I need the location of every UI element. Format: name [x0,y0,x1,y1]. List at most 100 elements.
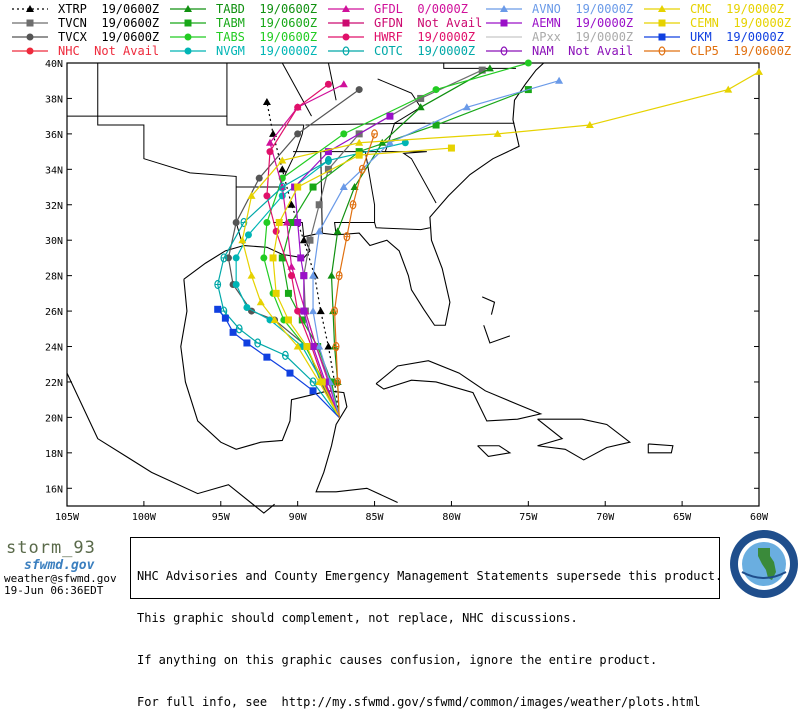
legend-marker [500,46,508,56]
legend-label: AEMN 19/0000Z [532,16,634,30]
legend-entry-tvcn: TVCN 19/0600Z [4,16,160,30]
legend-entry-aemn: AEMN 19/0000Z [478,16,634,30]
track-line [293,115,391,418]
track-point [284,289,292,297]
legend-label: XTRP 19/0600Z [58,2,160,16]
track-point [269,129,278,137]
legend-swatch [12,5,48,12]
track-point [297,254,305,262]
legend-swatch [170,47,206,55]
legend-entry-gfdl: GFDL 0/0000Z [320,2,476,16]
legend-swatch [486,36,522,38]
track-point [270,315,279,323]
track-point [386,112,394,120]
track-point [272,289,280,297]
track-point [293,342,302,350]
track-line [272,147,452,418]
legend-swatch [170,19,206,27]
legend-marker [26,19,34,27]
track-point [462,103,471,111]
brand-block: storm_93 sfwmd.gov weather@sfwmd.gov 19-… [2,538,130,600]
track-point [447,144,455,152]
coastline-hispaniola [537,418,632,461]
lat-label: 40N [45,59,63,70]
legend-entry-gfdn: GFDN Not Avail [320,16,482,30]
track-point [287,200,296,208]
legend-label: NHC Not Avail [58,44,160,58]
contact-email[interactable]: weather@sfwmd.gov [4,572,117,585]
track-point [334,377,342,387]
track-point [324,165,332,173]
disclaimer-box: NHC Advisories and County Emergency Mana… [130,537,722,709]
track-point [244,231,252,239]
track-point [315,227,324,235]
legend-entry-nam: NAM Not Avail [478,44,634,58]
legend-swatch [644,33,680,41]
track-point [333,227,342,235]
track-point [309,343,317,351]
legend-label: COTC 19/0000Z [374,44,476,58]
legend-marker [342,5,350,12]
track-point [432,121,440,129]
track-line [266,83,340,418]
legend-marker [500,5,508,12]
legend-label: CEMN 19/0000Z [690,16,792,30]
track-point [555,76,564,84]
coastline-puerto-rico [647,443,674,454]
legend-marker [342,19,350,27]
track-point [309,307,318,315]
track-point [299,236,308,244]
legend-marker [184,33,192,41]
track-point [335,271,343,281]
track-point [288,218,296,226]
track-clp5 [331,129,378,418]
track-point [416,103,425,111]
legend-swatch [12,33,48,41]
lat-label: 24N [45,343,63,354]
legend-label: GFDN Not Avail [374,16,483,30]
lat-label: 36N [45,130,63,141]
border-il-mo [281,62,312,117]
lat-label: 30N [45,236,63,247]
track-point [294,103,302,111]
track-point [755,67,763,75]
legend-label: CMC 19/0000Z [690,2,784,16]
track-point [278,192,286,200]
legend-marker [500,19,508,27]
track-point [263,192,271,200]
legend-marker [658,5,666,12]
legend-entry-avno: AVNO 19/0000Z [478,2,634,16]
track-point [493,129,502,137]
track-point [275,218,283,226]
lat-label: 26N [45,307,63,318]
legend-entry-tabm: TABM 19/0600Z [162,16,318,30]
legend-label: HWRF 19/0000Z [374,30,476,44]
track-point [355,151,363,159]
legend-swatch [486,46,522,56]
legend-label: AVNO 19/0000Z [532,2,634,16]
lon-label: 70W [596,512,615,523]
legend-label: TVCN 19/0600Z [58,16,160,30]
track-ukm [214,305,340,418]
legend-marker [342,33,350,41]
track-point [485,64,494,72]
legend-marker [184,19,192,27]
lat-label: 38N [45,94,63,105]
site-logo-text: sfwmd.gov [24,558,95,573]
lat-label: 20N [45,413,63,424]
track-point [232,281,240,288]
track-point [371,129,378,139]
sfwmd-seal-logo [730,530,798,598]
track-point [238,236,247,244]
track-point [214,305,222,313]
track-point [282,218,291,226]
lon-label: 90W [289,512,308,523]
lat-label: 22N [45,378,63,389]
track-point [432,86,440,94]
track-point [278,165,287,173]
tracks-layer [214,59,763,418]
track-point [294,307,302,315]
legend-label: TVCX 19/0600Z [58,30,160,44]
legend-label: NAM Not Avail [532,44,634,58]
coastline-bahamas-2 [483,325,511,344]
